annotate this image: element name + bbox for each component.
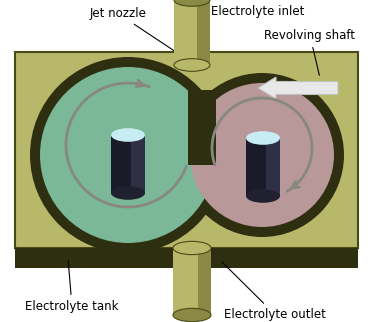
- Circle shape: [180, 73, 344, 237]
- Ellipse shape: [246, 189, 280, 203]
- Ellipse shape: [246, 131, 280, 145]
- Bar: [174, 0, 210, 65]
- Bar: [197, 0, 210, 65]
- Text: Revolving shaft: Revolving shaft: [264, 29, 356, 75]
- Bar: [173, 248, 211, 315]
- Bar: [188, 90, 216, 165]
- Text: Electrolyte inlet: Electrolyte inlet: [211, 5, 305, 18]
- Ellipse shape: [111, 128, 145, 142]
- Text: Electrolyte tank: Electrolyte tank: [25, 261, 119, 313]
- Bar: [131, 135, 145, 193]
- Circle shape: [40, 67, 216, 243]
- Ellipse shape: [173, 308, 211, 322]
- Ellipse shape: [174, 59, 210, 71]
- Bar: [15, 248, 358, 268]
- Bar: [266, 138, 280, 196]
- Ellipse shape: [111, 186, 145, 200]
- Text: Jet nozzle: Jet nozzle: [89, 7, 183, 56]
- Text: Tool electrode: Tool electrode: [223, 194, 305, 206]
- Bar: [15, 52, 358, 248]
- Bar: [246, 138, 280, 196]
- Bar: [198, 248, 211, 315]
- Circle shape: [190, 83, 334, 227]
- Ellipse shape: [173, 242, 211, 255]
- FancyArrow shape: [258, 77, 338, 99]
- Text: Electrolyte outlet: Electrolyte outlet: [222, 262, 326, 321]
- Text: Anode workpiece: Anode workpiece: [77, 198, 179, 212]
- Circle shape: [30, 57, 226, 253]
- Bar: [111, 135, 145, 193]
- Ellipse shape: [174, 0, 210, 6]
